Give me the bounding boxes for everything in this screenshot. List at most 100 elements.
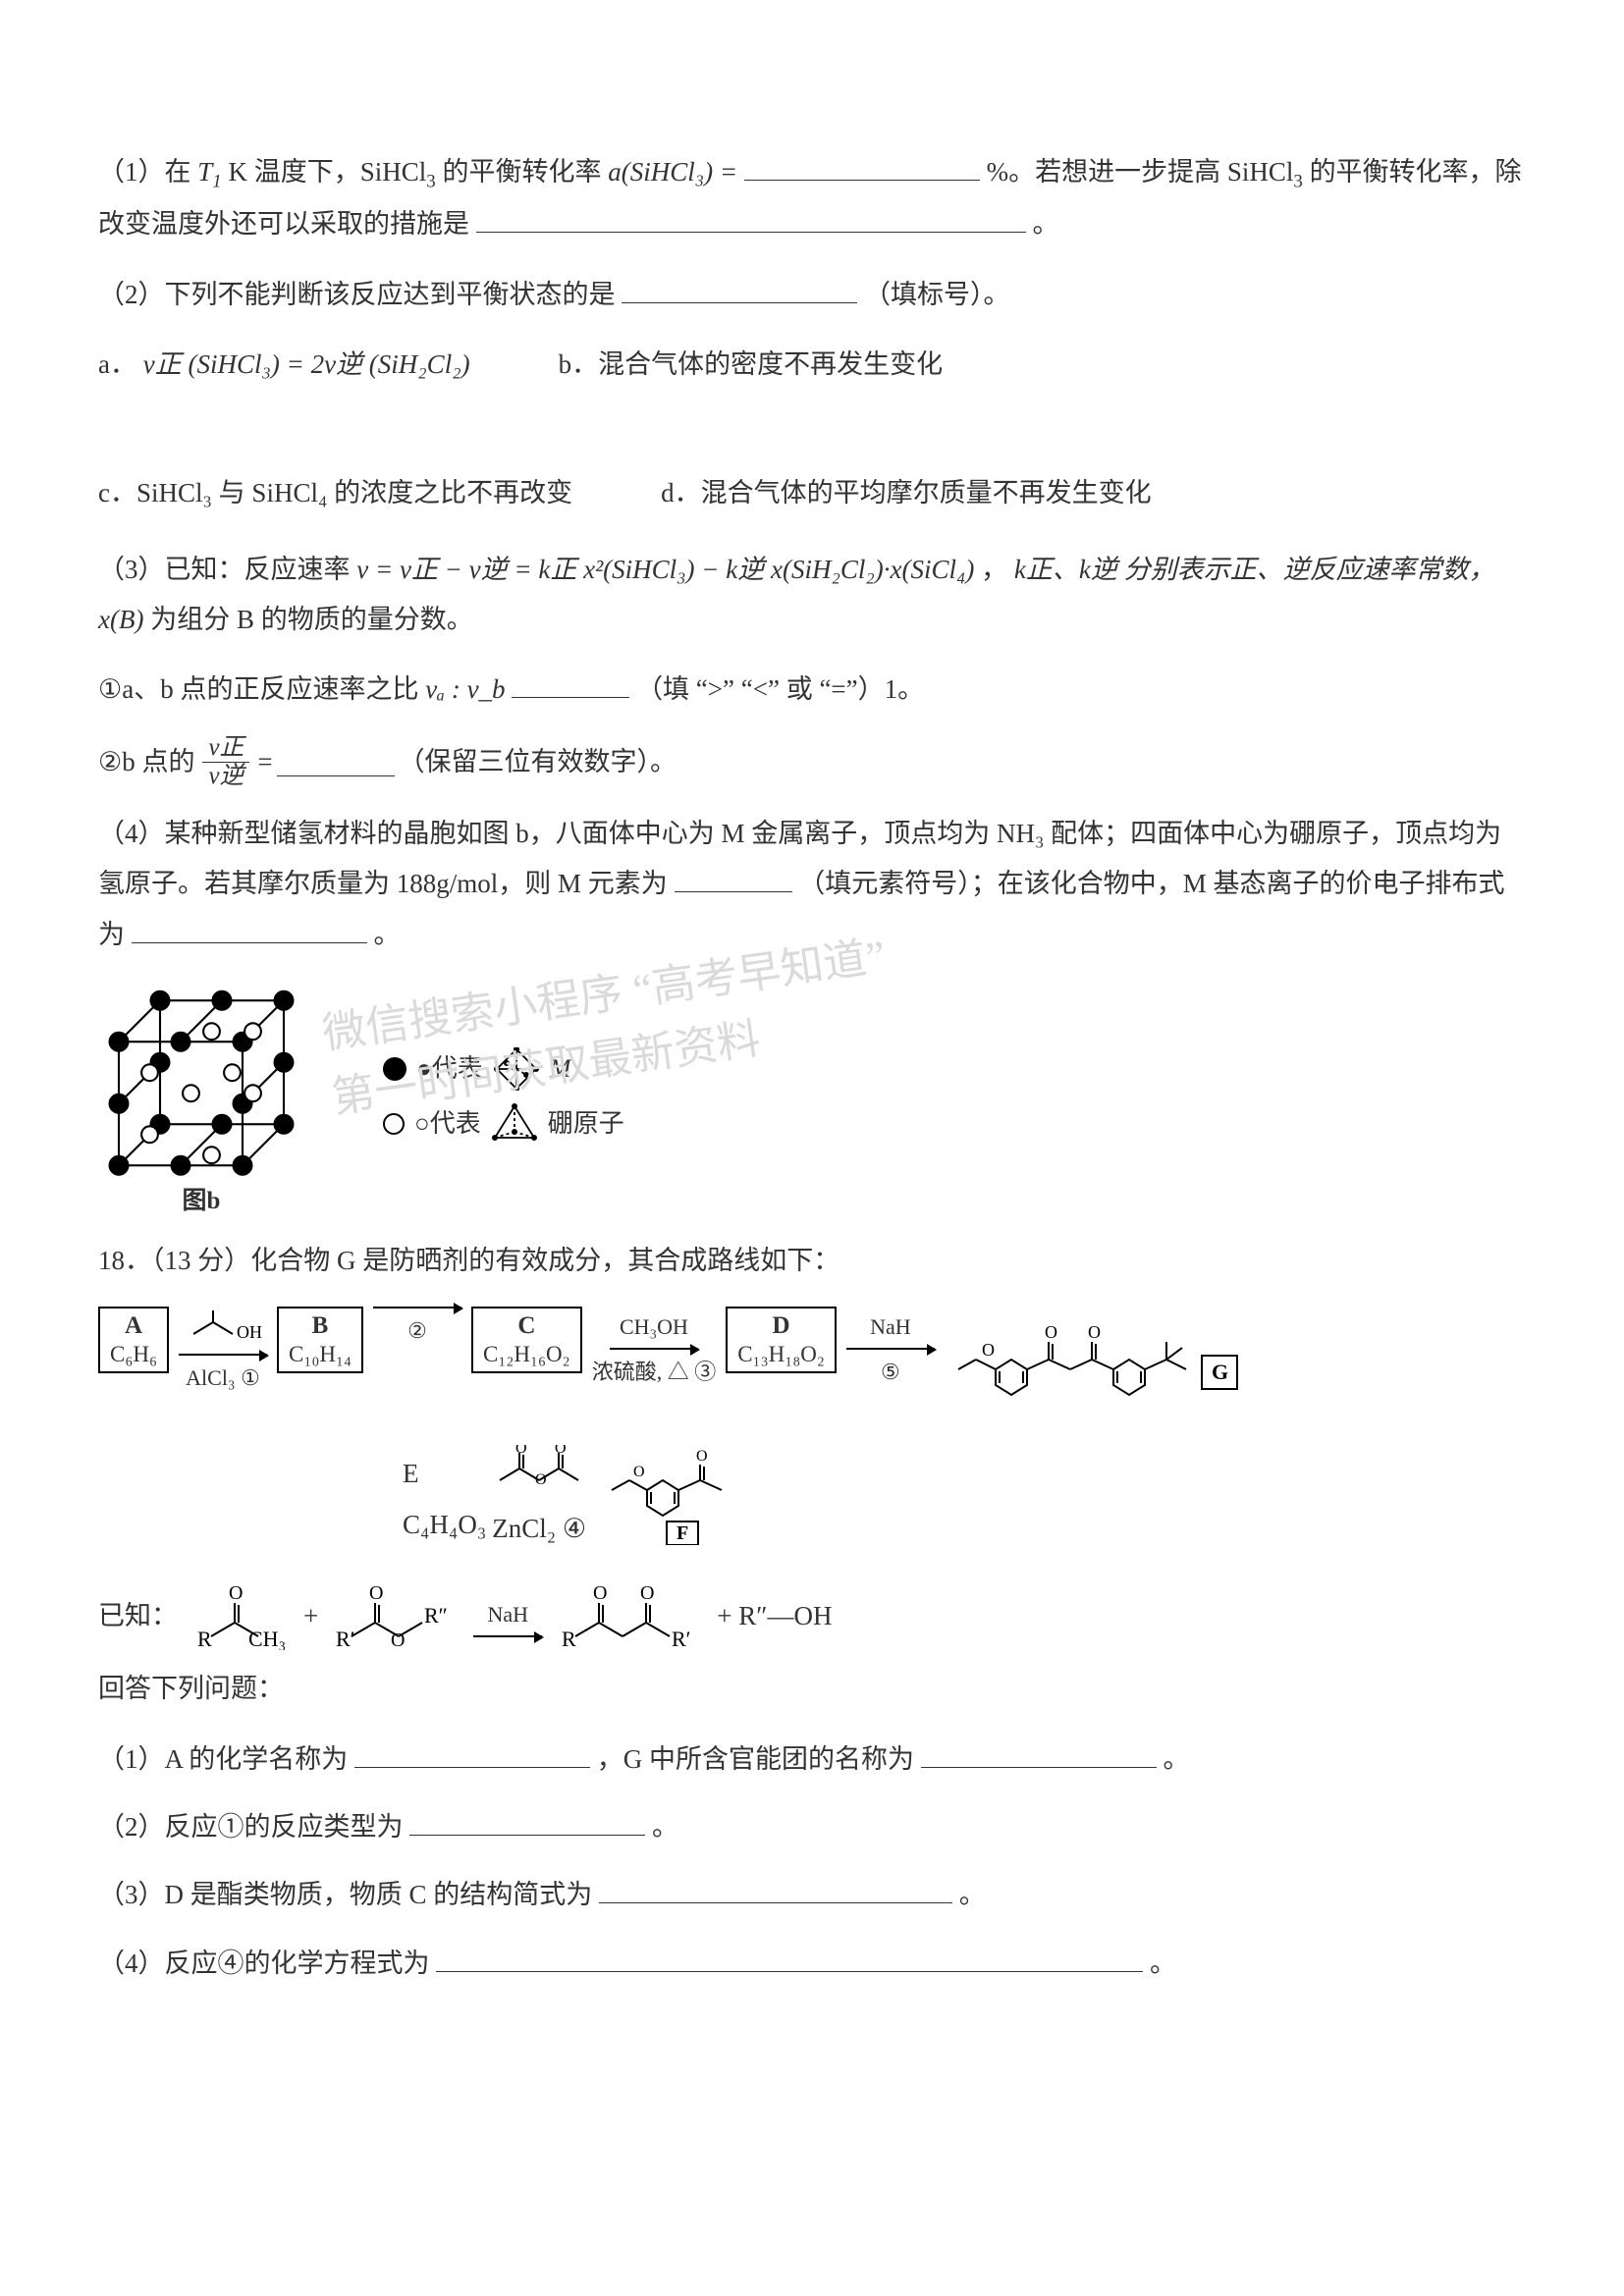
arrow-3: CH₃OH 浓硫酸, △ ③ <box>592 1307 717 1393</box>
q18-heading: 18．（13 分）化合物 G 是防晒剂的有效成分，其合成路线如下： <box>98 1236 1526 1286</box>
svg-text:O: O <box>391 1629 405 1650</box>
svg-text:CH₃: CH₃ <box>248 1627 286 1650</box>
anhydride-icon: O O O <box>492 1445 600 1503</box>
scheme-bottom-row: E C₄H₄O₃ O O O ZnCl₂ ④ <box>403 1437 1526 1562</box>
label: B <box>289 1310 352 1341</box>
text: （3）D 是酯类物质，物质 C 的结构简式为 <box>98 1880 592 1909</box>
synthesis-scheme: A C₆H₆ OH AlCl₃ ① B C₁₀H₁₄ ② <box>98 1307 1526 1563</box>
box-B: B C₁₀H₁₄ <box>277 1307 363 1373</box>
crystal-wrap: 图b <box>98 980 304 1225</box>
label: D <box>737 1310 825 1341</box>
q18-sub3: （3）D 是酯类物质，物质 C 的结构简式为 。 <box>98 1870 1526 1920</box>
cond: ZnCl₂ ④ <box>492 1504 600 1554</box>
lead: ①a、b 点的正反应速率之比 <box>98 674 425 704</box>
period: 。 <box>1164 1744 1190 1774</box>
svg-text:O: O <box>369 1582 383 1604</box>
opt-b: b．混合气体的密度不再发生变化 <box>559 340 944 390</box>
period: 。 <box>959 1880 986 1909</box>
sub3: 3 <box>426 171 435 191</box>
legend-M: M <box>550 1047 571 1091</box>
blank-q2 <box>622 274 857 303</box>
svg-text:O: O <box>633 1464 645 1480</box>
text: （2）反应①的反应类型为 <box>98 1812 404 1842</box>
bot: ② <box>407 1310 427 1352</box>
tail: （填 “>” “<” 或 “=”）1。 <box>636 674 924 704</box>
text: K 温度下，SiHCl <box>228 157 426 187</box>
label: A <box>110 1310 157 1341</box>
bot: 浓硫酸, △ ③ <box>592 1352 717 1393</box>
F-structure: O O F <box>606 1437 763 1562</box>
a: （1）A 的化学名称为 <box>98 1744 348 1774</box>
formula: C₄H₄O₃ <box>403 1500 486 1550</box>
den: v逆 <box>202 763 249 789</box>
lead: ②b 点的 <box>98 737 194 787</box>
blank <box>354 1738 590 1768</box>
svg-text:O: O <box>555 1445 567 1457</box>
legend-B: 硼原子 <box>548 1102 624 1146</box>
q3-sub2: ②b 点的 v正 v逆 = （保留三位有效数字）。 <box>98 734 1526 789</box>
tetrahedron-icon <box>491 1102 538 1146</box>
formula: C₁₀H₁₄ <box>289 1341 352 1369</box>
expr: v正 (SiHCl₃) = 2v逆 (SiH₂Cl₂) <box>143 349 470 379</box>
lead: 已知： <box>98 1591 178 1641</box>
blank-econfig <box>132 914 367 943</box>
blank2 <box>921 1738 1157 1768</box>
arrow-4: O O O ZnCl₂ ④ <box>492 1445 600 1554</box>
svg-text:O: O <box>515 1445 527 1457</box>
sub3b: 3 <box>1293 171 1302 191</box>
top: NaH <box>487 1594 528 1635</box>
text: %。若想进一步提高 SiHCl <box>987 157 1294 187</box>
alpha-expr: a(SiHCl₃) = <box>608 157 737 187</box>
label: C <box>483 1310 570 1341</box>
svg-text:O: O <box>593 1582 607 1604</box>
svg-text:O: O <box>229 1582 243 1604</box>
opt-c: c．SiHCl₃ 与 SiHCl₄ 的浓度之比不再改变 <box>98 468 572 518</box>
product-G-structure: O O O G <box>954 1307 1269 1421</box>
xB: x(B) <box>98 605 143 634</box>
q18-sub4: （4）反应④的化学方程式为 。 <box>98 1939 1526 1989</box>
figure-b-row: 图b ●代表 M ○代表 <box>98 980 1526 1225</box>
scheme-top-row: A C₆H₆ OH AlCl₃ ① B C₁₀H₁₄ ② <box>98 1307 1526 1421</box>
svg-text:O: O <box>1088 1322 1101 1342</box>
svg-text:R′: R′ <box>336 1627 355 1650</box>
dot-open-icon <box>383 1113 405 1135</box>
svg-text:R: R <box>562 1627 576 1650</box>
tail: （填标号）。 <box>864 280 1010 309</box>
q18-sub2: （2）反应①的反应类型为 。 <box>98 1802 1526 1852</box>
legend-solid-row: ●代表 M <box>383 1047 624 1091</box>
g-structure-icon: O O O G <box>954 1307 1269 1405</box>
blank-frac <box>277 747 395 776</box>
period: 。 <box>652 1812 678 1842</box>
arrow-5: NaH ⑤ <box>846 1307 935 1393</box>
legend-solid-text: ●代表 <box>416 1047 483 1091</box>
kdesc: k正、k逆 分别表示正、逆反应速率常数， <box>1014 555 1495 584</box>
box-E: E C₄H₄O₃ <box>403 1449 486 1550</box>
svg-text:R: R <box>197 1627 212 1650</box>
opt-a: a． v正 (SiHCl₃) = 2v逆 (SiH₂Cl₂) <box>98 340 470 390</box>
fraction: v正 v逆 <box>202 734 249 789</box>
top: CH₃OH <box>620 1307 688 1348</box>
blank <box>436 1943 1143 1972</box>
q3-sub1: ①a、b 点的正反应速率之比 vₐ : v_b （填 “>” “<” 或 “=”… <box>98 665 1526 715</box>
q4-line1: （4）某种新型储氢材料的晶胞如图 b，八面体中心为 M 金属离子，顶点均为 NH… <box>98 809 1526 960</box>
arrow-2: ② <box>373 1307 461 1352</box>
ester-icon: R′ O R″ O <box>332 1581 460 1650</box>
text: （2）下列不能判断该反应达到平衡状态的是 <box>98 280 616 309</box>
nah-arrow: NaH <box>473 1594 542 1637</box>
ratio: vₐ : v_b <box>425 674 505 704</box>
q3-line1: （3）已知：反应速率 v = v正 − v逆 = k正 x²(SiHCl₃) −… <box>98 545 1526 646</box>
formula: C₁₃H₁₈O₂ <box>737 1341 825 1369</box>
q18-sublist: （1）A 的化学名称为 ，G 中所含官能团的名称为 。 （2）反应①的反应类型为… <box>98 1735 1526 1989</box>
arrow-1: OH AlCl₃ ① <box>179 1307 267 1399</box>
svg-text:R″: R″ <box>424 1603 448 1628</box>
svg-text:O: O <box>535 1471 547 1486</box>
box-D: D C₁₃H₁₈O₂ <box>726 1307 837 1373</box>
box-A: A C₆H₆ <box>98 1307 169 1373</box>
lead: a． <box>98 349 136 379</box>
tbu-alcohol-icon: OH <box>184 1307 262 1340</box>
box-C: C C₁₂H₁₆O₂ <box>471 1307 582 1373</box>
text: （4）反应④的化学方程式为 <box>98 1949 430 1978</box>
T1: T1 <box>197 157 221 187</box>
period: 。 <box>1150 1949 1176 1978</box>
blank-element <box>675 864 792 893</box>
